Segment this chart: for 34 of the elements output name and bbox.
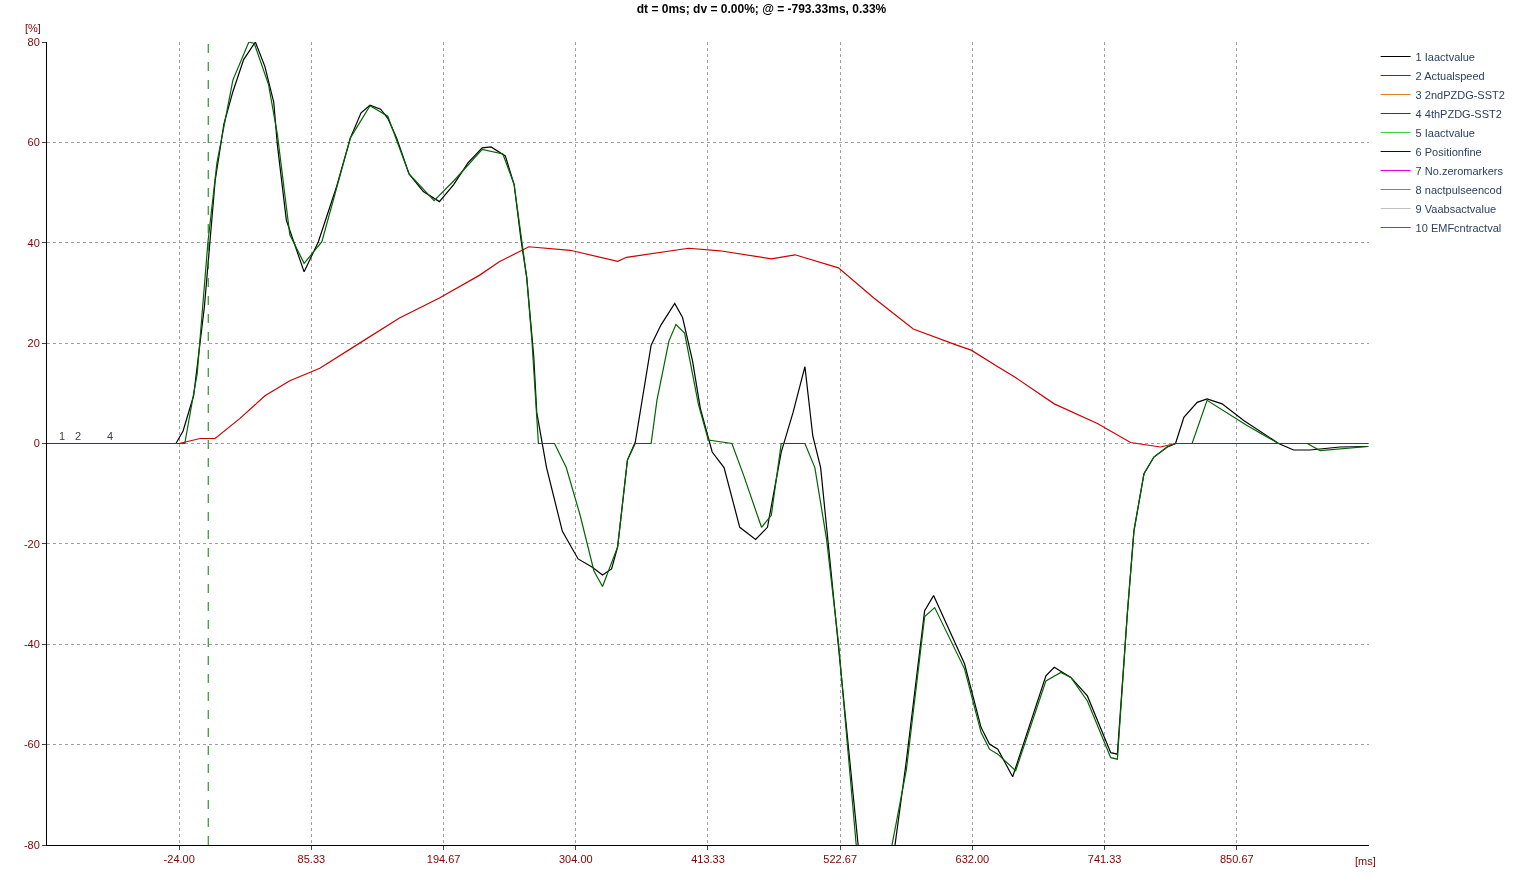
y-tick-label: -20 bbox=[23, 537, 40, 550]
x-tick-label: 85.33 bbox=[297, 853, 326, 866]
legend-label: 1 Iaactvalue bbox=[1415, 50, 1475, 63]
annotation: 1 bbox=[59, 430, 66, 442]
legend-label: 3 2ndPZDG-SST2 bbox=[1415, 88, 1505, 101]
x-tick-label: 632.00 bbox=[955, 853, 990, 866]
x-tick-label: -24.00 bbox=[163, 853, 195, 866]
legend-label: 2 Actualspeed bbox=[1415, 69, 1485, 82]
legend-label: 8 nactpulseencod bbox=[1415, 183, 1502, 196]
x-tick-label: 194.67 bbox=[426, 853, 461, 866]
x-tick-label: 304.00 bbox=[558, 853, 593, 866]
x-tick-label: 741.33 bbox=[1087, 853, 1122, 866]
annotation: 2 bbox=[75, 430, 82, 442]
x-axis-title: [ms] bbox=[1355, 855, 1376, 867]
legend-label: 10 EMFcntractval bbox=[1415, 221, 1502, 234]
y-tick-label: 20 bbox=[27, 336, 40, 349]
legend-label: 9 Vaabsactvalue bbox=[1415, 202, 1497, 215]
annotation: 4 bbox=[107, 430, 114, 442]
x-tick-label: 413.33 bbox=[691, 853, 725, 866]
y-tick-label: 0 bbox=[33, 437, 40, 450]
y-tick-label: 40 bbox=[27, 236, 40, 249]
y-tick-label: -40 bbox=[23, 638, 40, 651]
y-tick-label: 60 bbox=[27, 136, 40, 149]
legend-label: 4 4thPZDG-SST2 bbox=[1415, 107, 1502, 120]
y-tick-label: 80 bbox=[27, 35, 40, 48]
y-axis-title: [%] bbox=[25, 22, 41, 34]
legend-label: 5 Iaactvalue bbox=[1415, 126, 1475, 139]
x-tick-label: 522.67 bbox=[823, 853, 858, 866]
y-tick-label: -80 bbox=[23, 838, 40, 851]
y-tick-label: -60 bbox=[23, 738, 40, 751]
x-tick-label: 850.67 bbox=[1219, 853, 1254, 866]
chart-title: dt = 0ms; dv = 0.00%; @ = -793.33ms, 0.33% bbox=[636, 1, 887, 16]
legend-label: 7 No.zeromarkers bbox=[1415, 164, 1504, 177]
legend-label: 6 Positionfine bbox=[1415, 145, 1482, 158]
